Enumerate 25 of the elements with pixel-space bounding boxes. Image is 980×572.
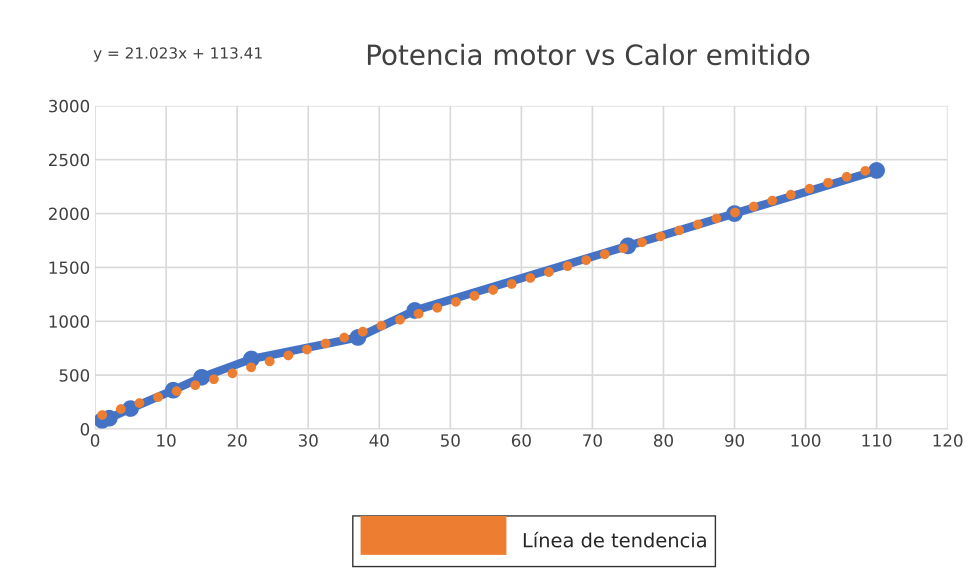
x-tick-label: 120 xyxy=(934,434,962,447)
chart-title: Potencia motor vs Calor emitido xyxy=(368,44,810,66)
y-tick-label: 0 xyxy=(80,422,90,436)
point xyxy=(193,368,210,386)
x-tick-label: 50 xyxy=(440,434,460,447)
x-tick-label: 80 xyxy=(654,434,673,447)
x-tick-label: 30 xyxy=(298,434,318,447)
x-tick-label: 110 xyxy=(862,434,892,447)
y-tick-label: 500 xyxy=(60,369,90,382)
y-tick-label: 2000 xyxy=(49,208,90,220)
y-tick-label: 1500 xyxy=(50,261,90,274)
text: y = 21.023x + 113.41 xyxy=(94,47,262,62)
y-tick-label: 3000 xyxy=(49,100,90,112)
x-tick-label: 10 xyxy=(157,434,176,447)
y-tick-label: 2500 xyxy=(49,154,90,166)
y-tick-label: 1000 xyxy=(50,315,90,328)
x-tick-label: 100 xyxy=(791,434,820,447)
x-tick-label: 0 xyxy=(90,434,100,447)
x-tick-label: 70 xyxy=(583,434,602,447)
x-tick-label: 60 xyxy=(512,434,531,447)
text: Línea de tendencia xyxy=(524,532,706,548)
x-tick-label: 20 xyxy=(228,434,247,447)
x-tick-label: 40 xyxy=(369,434,389,447)
x-tick-label: 90 xyxy=(724,434,744,447)
point xyxy=(868,162,885,179)
